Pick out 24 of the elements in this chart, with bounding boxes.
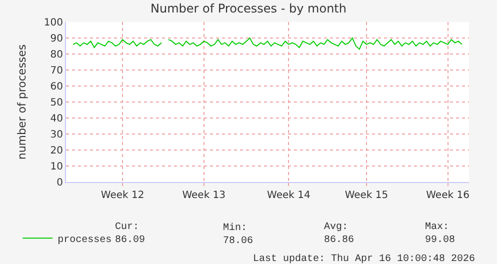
x-tick-label: Week 16 [426, 190, 470, 201]
y-tick-label: 50 [50, 98, 63, 108]
legend-label: processes [58, 235, 112, 246]
text: Min: 78.06 [223, 222, 254, 247]
text: Avg: 86.86 [324, 222, 354, 246]
x-tick-label: Week 14 [267, 190, 310, 201]
y-tick-label: 20 [50, 146, 63, 156]
y-tick-label: 40 [50, 114, 63, 124]
y-tick-label: 80 [50, 50, 63, 60]
x-tick-label: Week 12 [100, 190, 144, 201]
y-axis-title: number of processes [16, 44, 29, 160]
y-tick-label: 30 [50, 130, 63, 140]
y-tick-label: 0 [56, 178, 63, 188]
x-tick-label: Week 13 [182, 190, 226, 201]
y-tick-label: 60 [50, 82, 63, 92]
text: Last update: Thu Apr 16 10:00:48 2026 [253, 253, 476, 264]
y-tick-label: 100 [44, 18, 63, 28]
chart-title: Number of Processes - by month [150, 1, 346, 16]
y-tick-label: 70 [50, 66, 63, 76]
y-tick-label: 90 [50, 34, 63, 44]
text: Max: 99.08 [425, 222, 456, 246]
text: Cur: 86.09 [115, 222, 146, 246]
x-tick-label: Week 15 [344, 190, 388, 201]
y-tick-label: 10 [50, 162, 63, 172]
